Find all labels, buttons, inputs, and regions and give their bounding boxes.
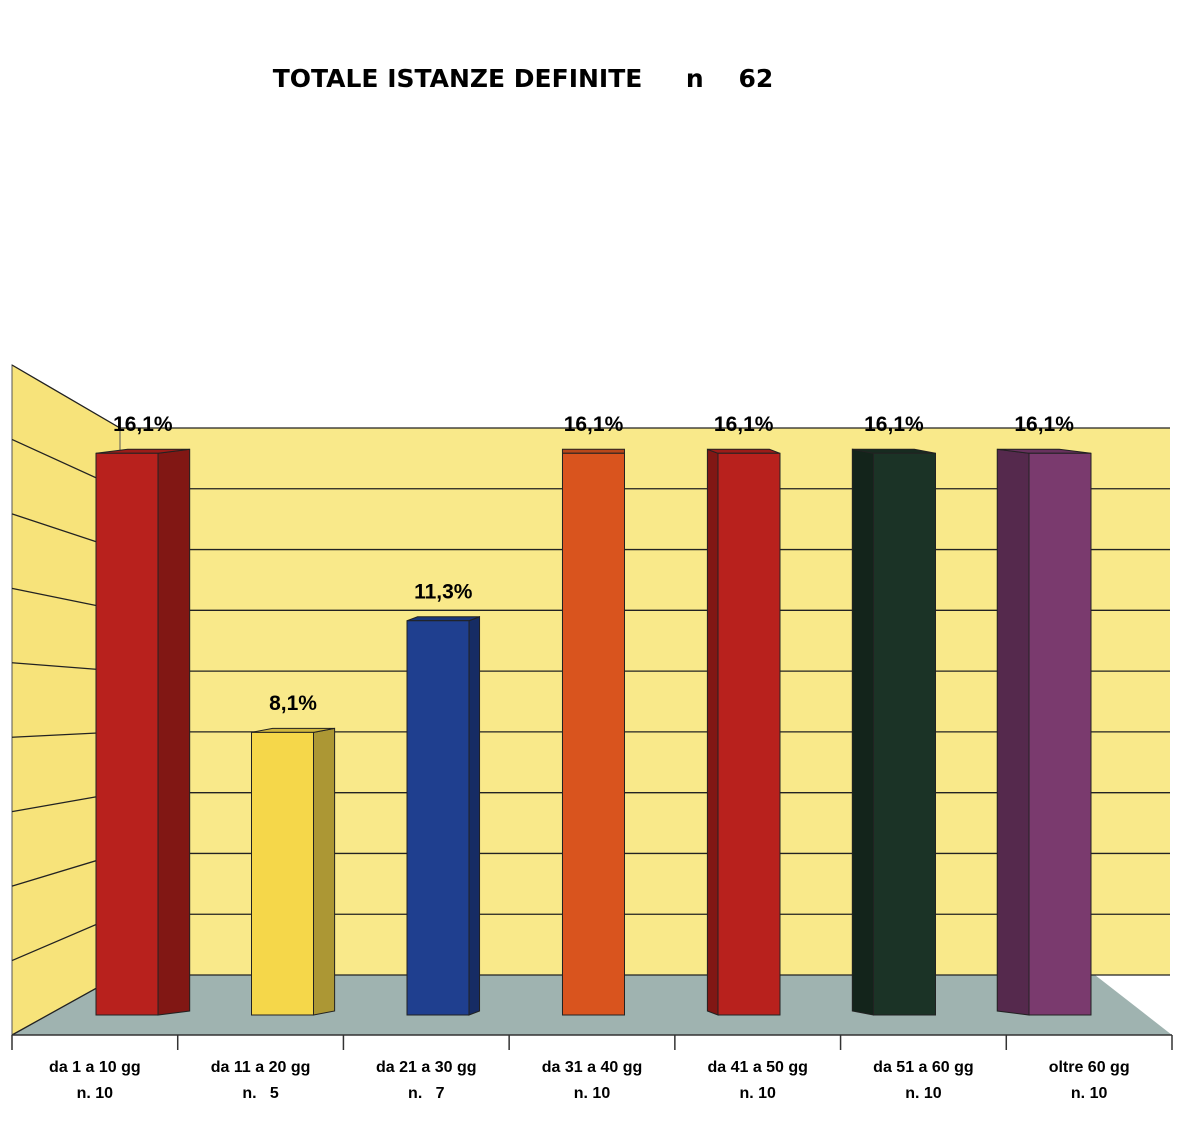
value-label: 16,1% [564,413,624,436]
x-tick-label: da 31 a 40 gg [542,1059,643,1076]
value-label: 16,1% [864,413,924,436]
bar-top [406,616,480,622]
x-tick-count: n. 10 [1071,1085,1108,1102]
bar-side [468,616,481,1016]
x-tick-count: n. 10 [77,1085,114,1102]
bar [717,452,781,1016]
bar-side [313,727,336,1016]
bar [1028,452,1092,1016]
bar [562,452,625,1016]
x-tick-count: n. 7 [408,1085,445,1102]
x-tick-label: da 51 a 60 gg [873,1059,974,1076]
bar-side [996,448,1030,1016]
value-label: 11,3% [414,580,473,603]
x-tick-label: da 41 a 50 gg [707,1059,808,1076]
grid-line [11,364,1170,429]
bar-top [707,448,781,454]
x-tick-label: da 11 a 20 gg [211,1059,311,1076]
bar [406,620,470,1016]
x-tick-label: oltre 60 gg [1049,1059,1130,1076]
x-tick-label: da 21 a 30 gg [376,1059,477,1076]
x-tick-count: n. 5 [242,1085,279,1102]
x-tick-count: n. 10 [574,1085,611,1102]
x-tick-count: n. 10 [739,1085,776,1102]
x-tick-label: da 1 a 10 gg [49,1059,141,1076]
x-tick-count: n. 10 [905,1085,942,1102]
bar [251,731,314,1016]
bar-side [157,448,191,1016]
bar-side [706,448,719,1016]
value-label: 16,1% [1014,413,1074,436]
chart-title: TOTALE ISTANZE DEFINITE n 62 [273,64,774,93]
bar [95,452,159,1016]
bar [873,452,936,1016]
value-label: 16,1% [113,413,173,436]
bar-top [561,448,626,454]
value-label: 8,1% [269,692,317,715]
value-label: 16,1% [714,413,774,436]
bar-side [851,448,874,1016]
